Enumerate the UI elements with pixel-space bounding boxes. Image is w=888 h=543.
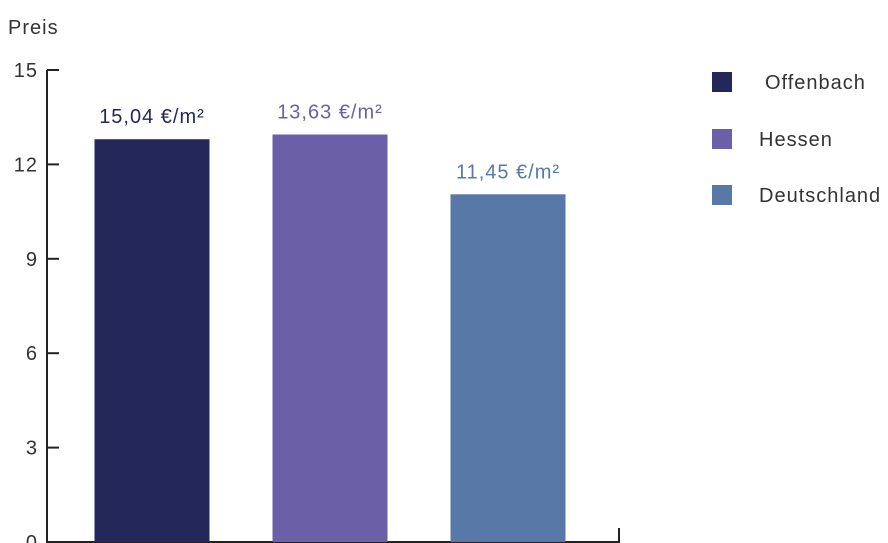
data-label: 11,45 €/m² — [456, 161, 560, 183]
y-tick-label: 6 — [26, 343, 38, 365]
data-labels: 15,04 €/m² 13,63 €/m² 11,45 €/m² — [99, 102, 560, 184]
y-tick-label: 15 — [14, 60, 38, 82]
bar-deutschland — [450, 194, 566, 542]
legend-label: Hessen — [759, 129, 833, 151]
legend: Offenbach Hessen Deutschland — [712, 72, 881, 207]
y-tick-label: 9 — [26, 249, 38, 271]
bar-offenbach — [94, 139, 210, 542]
y-axis-title: Preis — [8, 17, 59, 39]
legend-label: Deutschland — [759, 185, 881, 207]
legend-swatch — [712, 72, 732, 92]
bars — [94, 134, 566, 543]
bar-hessen — [272, 134, 388, 543]
y-tick-label: 3 — [26, 438, 38, 460]
y-tick-label: 0 — [26, 532, 38, 543]
data-label: 15,04 €/m² — [99, 106, 205, 128]
y-axis-ticks: 0 3 6 9 12 15 — [14, 60, 59, 543]
legend-label: Offenbach — [765, 72, 866, 94]
legend-swatch — [712, 185, 732, 205]
data-label: 13,63 €/m² — [277, 102, 383, 124]
y-tick-label: 12 — [14, 154, 38, 176]
legend-swatch — [712, 129, 732, 149]
